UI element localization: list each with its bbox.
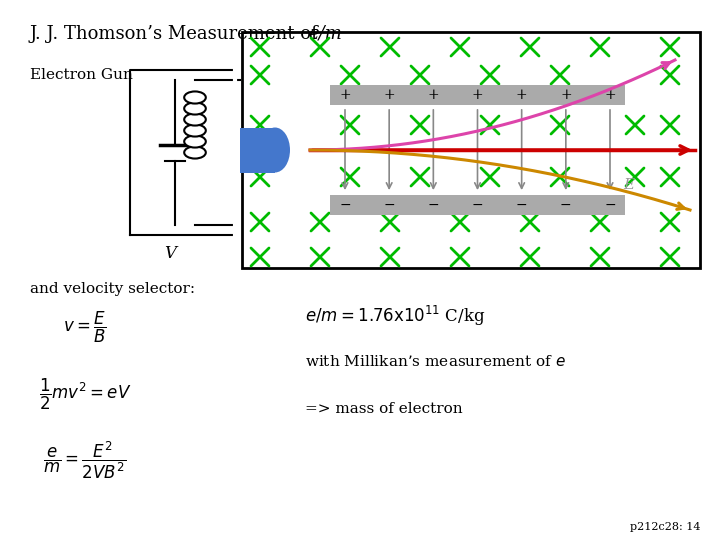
Ellipse shape [184, 91, 206, 104]
Text: −: − [383, 198, 395, 212]
Text: −: − [516, 198, 528, 212]
Text: => mass of electron: => mass of electron [305, 402, 463, 416]
Text: +: + [604, 88, 616, 102]
Text: Electron Gun: Electron Gun [30, 68, 133, 82]
Text: V: V [164, 245, 176, 262]
Text: −: − [428, 198, 439, 212]
Text: J. J. Thomson’s Measurement of: J. J. Thomson’s Measurement of [30, 25, 325, 43]
Bar [242, 32, 700, 268]
Text: −: − [560, 198, 572, 212]
Text: −: − [339, 198, 351, 212]
Text: $\dfrac{1}{2}mv^2 = eV$: $\dfrac{1}{2}mv^2 = eV$ [39, 377, 131, 412]
Ellipse shape [184, 103, 206, 114]
Ellipse shape [184, 124, 206, 137]
Text: $\dfrac{e}{m} = \dfrac{E^2}{2VB^2}$: $\dfrac{e}{m} = \dfrac{E^2}{2VB^2}$ [43, 440, 127, 481]
Ellipse shape [260, 127, 290, 172]
Ellipse shape [184, 136, 206, 147]
Text: −: − [604, 198, 616, 212]
Text: +: + [383, 88, 395, 102]
Ellipse shape [184, 146, 206, 159]
Text: $v = \dfrac{E}{B}$: $v = \dfrac{E}{B}$ [63, 310, 107, 345]
Text: with Millikan’s measurement of $e$: with Millikan’s measurement of $e$ [305, 354, 566, 369]
Text: +: + [339, 88, 351, 102]
Text: and velocity selector:: and velocity selector: [30, 282, 195, 296]
Text: +: + [560, 88, 572, 102]
Bar [240, 127, 275, 172]
Text: −: − [472, 198, 483, 212]
Text: +: + [472, 88, 483, 102]
Bar [330, 85, 625, 105]
Text: e/m: e/m [308, 25, 342, 43]
Bar [330, 195, 625, 215]
Ellipse shape [184, 113, 206, 126]
Text: +: + [516, 88, 528, 102]
Text: p212c28: 14: p212c28: 14 [629, 522, 700, 532]
Text: +: + [428, 88, 439, 102]
Text: E: E [623, 178, 634, 192]
Text: $e/m = 1.76{\rm x}10^{11}$ C/kg: $e/m = 1.76{\rm x}10^{11}$ C/kg [305, 304, 485, 328]
